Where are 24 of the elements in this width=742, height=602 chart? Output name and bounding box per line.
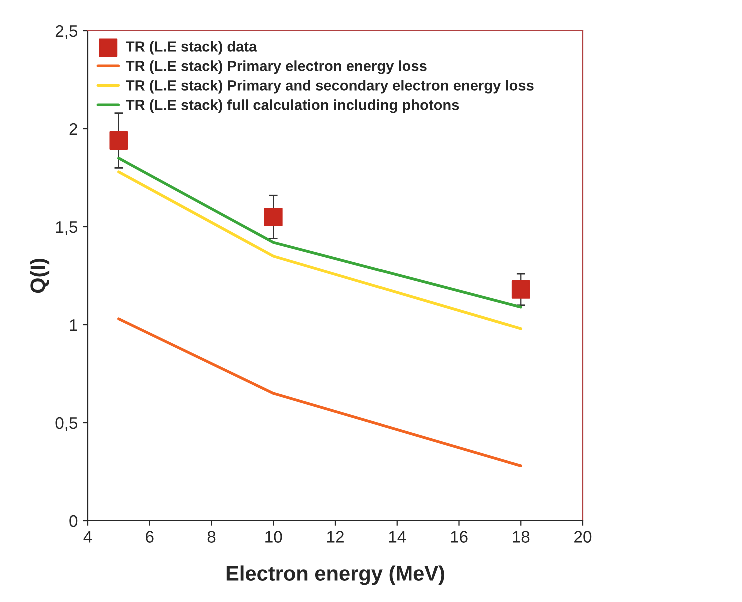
- x-tick-label: 8: [208, 531, 216, 543]
- x-tick-label: 14: [389, 531, 406, 543]
- x-tick-label: 12: [328, 531, 344, 543]
- y-tick-label: 2: [70, 123, 78, 136]
- x-tick-label: 16: [451, 531, 468, 543]
- y-tick-label: 1: [70, 320, 78, 332]
- point: [264, 208, 283, 226]
- x-tick-label: 20: [574, 531, 592, 543]
- legend-label: TR (L.E stack) data: [126, 41, 258, 55]
- x-tick-label: 18: [513, 531, 530, 543]
- y-tick-label: 2,5: [56, 25, 78, 40]
- point: [512, 280, 530, 299]
- x-tick-label: 4: [84, 531, 92, 543]
- legend-label: TR (L.E stack) Primary electron energy loss: [126, 60, 427, 74]
- y-tick-label: 0: [70, 515, 78, 528]
- y-tick-label: 0,5: [56, 417, 78, 432]
- x-axis-title: Electron energy (MeV): [226, 566, 444, 586]
- y-axis-title: Q(I): [30, 259, 50, 294]
- legend-label: TR (L.E stack) full calculation including photons: [126, 100, 460, 114]
- point: [110, 132, 128, 150]
- x-tick-label: 6: [146, 531, 154, 543]
- x-tick-label: 10: [266, 531, 282, 543]
- legend-label: TR (L.E stack) Primary and secondary electron energy loss: [126, 80, 534, 94]
- y-tick-label: 1,5: [56, 222, 78, 236]
